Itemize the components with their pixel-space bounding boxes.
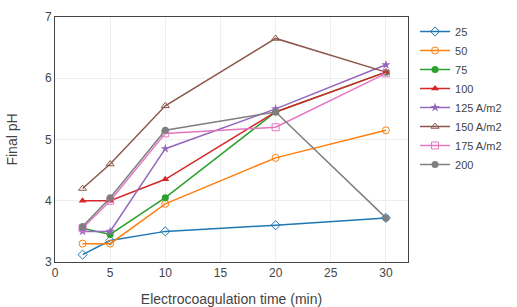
svg-text:15: 15 <box>214 266 228 280</box>
svg-text:25: 25 <box>324 266 338 280</box>
svg-text:75: 75 <box>455 64 467 76</box>
svg-text:7: 7 <box>45 10 52 24</box>
svg-text:30: 30 <box>379 266 393 280</box>
svg-text:100: 100 <box>455 83 473 95</box>
svg-text:Electrocoagulation time (min): Electrocoagulation time (min) <box>141 291 322 307</box>
svg-text:0: 0 <box>52 266 59 280</box>
svg-text:50: 50 <box>455 45 467 57</box>
svg-text:20: 20 <box>269 266 283 280</box>
svg-text:5: 5 <box>107 266 114 280</box>
svg-text:175 A/m2: 175 A/m2 <box>455 140 501 152</box>
svg-text:10: 10 <box>159 266 173 280</box>
svg-text:150 A/m2: 150 A/m2 <box>455 121 501 133</box>
svg-text:6: 6 <box>45 71 52 85</box>
svg-text:5: 5 <box>45 133 52 147</box>
svg-text:Final pH: Final pH <box>4 113 20 165</box>
svg-text:4: 4 <box>45 194 52 208</box>
svg-text:25: 25 <box>455 26 467 38</box>
svg-text:3: 3 <box>45 255 52 269</box>
svg-text:200: 200 <box>455 159 473 171</box>
svg-text:125 A/m2: 125 A/m2 <box>455 102 501 114</box>
